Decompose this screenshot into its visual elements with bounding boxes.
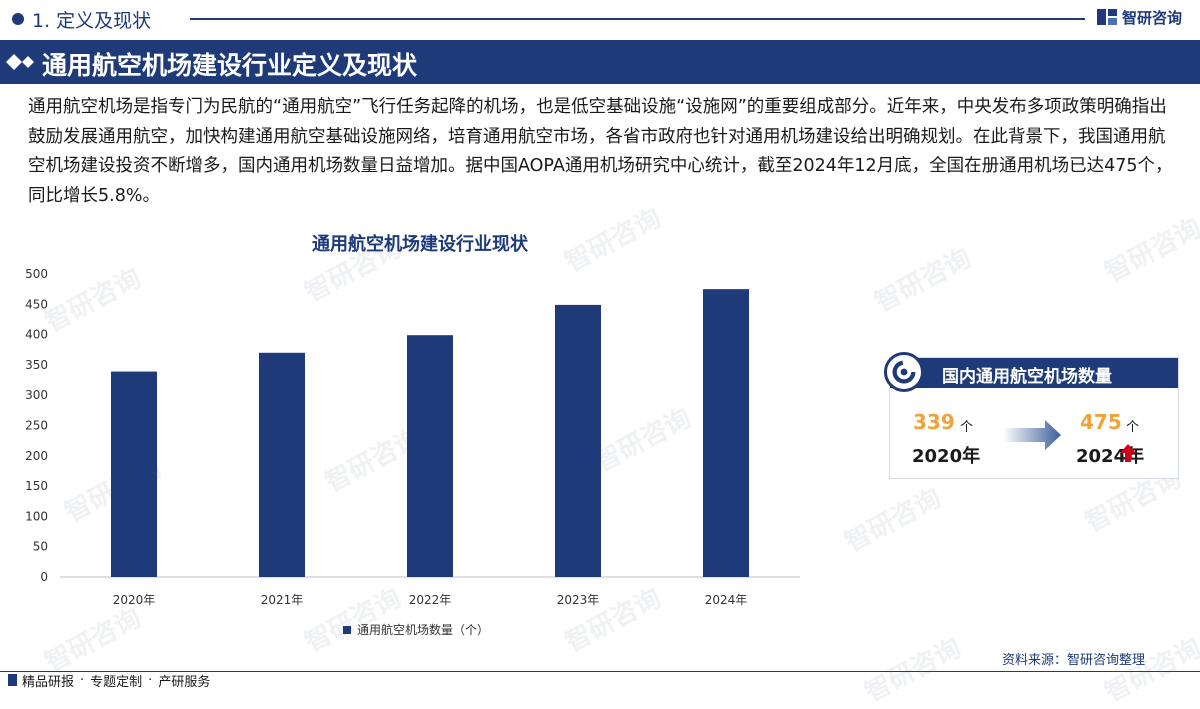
diamond-icon [6,54,34,70]
page-title: 通用航空机场建设行业定义及现状 [42,51,418,80]
growth-arrow-icon [1003,420,1061,450]
footer-services: 精品研报 · 专题定制 · 产研服务 [0,670,210,690]
footer-item: 产研服务 [158,674,211,690]
x-tick-label: 2024年 [705,593,748,607]
bar-chart: 0 50 100 150 200 250 300 350 400 450 500 2020年 2021年… [25,267,800,607]
footer-mark-icon [8,674,17,686]
y-tick-label: 150 [25,479,48,493]
y-tick-label: 500 [25,267,48,281]
bar [407,335,453,577]
bar [555,304,601,577]
footer-item: 精品研报 [22,674,75,690]
bar [259,352,305,577]
end-value: 475 [1080,410,1122,434]
card-header: 国内通用航空机场数量 [884,352,1178,392]
footer-separator: · [148,672,153,688]
x-tick-label: 2022年 [409,593,452,607]
chart-badge-icon [884,352,924,392]
title-bar: 通用航空机场建设行业定义及现状 [0,40,1200,84]
card-title: 国内通用航空机场数量 [942,367,1112,387]
y-tick-label: 0 [40,570,48,584]
airport-count-card: 国内通用航空机场数量 339 个 2020年 475 个 2024年 [884,352,1179,479]
y-tick-label: 250 [25,419,48,433]
y-tick-label: 100 [25,509,48,523]
legend-label: 通用航空机场数量（个） [357,623,490,637]
intro-paragraph: 通用航空机场是指专门为民航的“通用航空”飞行任务起降的机场，也是低空基础设施“设… [28,97,1173,206]
brand: 智研咨询 [1096,6,1182,28]
start-year: 2020年 [912,446,981,467]
brand-name: 智研咨询 [1122,8,1183,27]
section-label: 1. 定义及现状 [32,10,152,32]
section-bullet-icon [12,13,24,25]
y-tick-label: 450 [25,297,48,311]
watermark: 智研咨询 [1100,633,1200,709]
data-source: 资料来源：智研咨询整理 [1002,653,1146,668]
chart-legend: 通用航空机场数量（个） [343,621,489,638]
watermark: 智研咨询 [860,633,967,709]
y-tick-label: 400 [25,328,48,342]
y-tick-label: 300 [25,388,48,402]
footer-item: 专题定制 [90,674,143,690]
x-tick-label: 2023年 [557,593,600,607]
start-value: 339 [913,410,955,434]
end-unit: 个 [1126,420,1140,435]
watermark: 智研咨询 [840,483,947,559]
legend-swatch [343,625,351,634]
x-tick-label: 2021年 [261,593,304,607]
bar [703,289,749,577]
header-divider [190,18,1085,20]
footer-separator: · [80,672,85,688]
up-arrow-icon [1120,444,1136,462]
footer-divider [0,671,1200,672]
x-tick-label: 2020年 [113,593,156,607]
y-tick-label: 350 [25,358,48,372]
brand-logo-icon [1097,9,1117,25]
y-tick-label: 50 [33,540,48,554]
watermark: 智研咨询 [1100,213,1200,289]
chart-title: 通用航空机场建设行业现状 [312,234,528,255]
watermark: 智研咨询 [870,243,977,319]
bar [111,371,157,577]
top-header: 1. 定义及现状 智研咨询 [0,0,1200,38]
y-tick-label: 200 [25,449,48,463]
start-unit: 个 [960,420,974,435]
